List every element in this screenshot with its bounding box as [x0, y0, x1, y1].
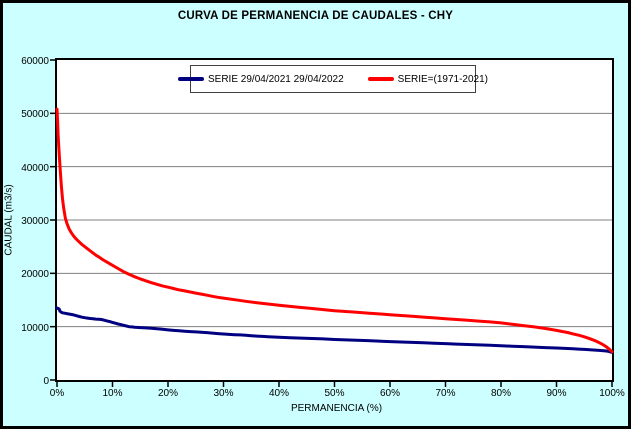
plot-svg: [50, 59, 614, 387]
legend-line-sample-blue: [178, 77, 204, 81]
plot-area: [50, 58, 614, 387]
legend-label-serie-2021-2022: SERIE 29/04/2021 29/04/2022: [208, 73, 344, 85]
x-tick-label: 10%: [102, 388, 123, 399]
y-tick-label: 50000: [21, 109, 49, 121]
legend-line-sample-red: [367, 77, 394, 81]
y-tick-label: 20000: [21, 269, 49, 281]
series-line-0: [55, 306, 614, 354]
chart-title: CURVA DE PERMANENCIA DE CAUDALES - CHY: [177, 10, 454, 22]
x-tick-label: 0%: [49, 388, 65, 399]
x-tick-label: 80%: [490, 388, 511, 399]
x-tick-label: 30%: [213, 388, 234, 399]
x-tick-label: 50%: [324, 388, 345, 399]
y-axis-title: CAUDAL (m3/s): [3, 184, 15, 256]
legend-box: SERIE 29/04/2021 29/04/2022 SERIE=(1971-…: [178, 65, 488, 93]
y-tick-label: 60000: [21, 56, 49, 67]
legend-entry-serie-1971-2021: SERIE=(1971-2021): [367, 73, 489, 85]
x-tick-label: 60%: [379, 388, 400, 399]
x-axis-tick-labels: 0% 10% 20% 30% 40% 50% 60% 70% 80% 90% 100%: [50, 388, 625, 402]
legend-label-serie-1971-2021: SERIE=(1971-2021): [397, 73, 489, 85]
y-tick-label: 30000: [21, 216, 49, 227]
x-tick-label: 20%: [157, 388, 178, 399]
y-axis-tick-labels: 0 10000 20000 30000 40000 50000 60000: [3, 56, 49, 387]
x-tick-label: 100%: [599, 388, 625, 399]
y-tick-label: 10000: [21, 322, 49, 334]
series-line-1: [55, 107, 614, 354]
legend-entry-serie-2021-2022: SERIE 29/04/2021 29/04/2022: [178, 74, 344, 85]
x-tick-label: 40%: [268, 388, 289, 399]
x-tick-label: 90%: [546, 388, 567, 399]
x-axis-title: PERMANENCIA (%): [290, 403, 383, 414]
y-tick-label: 0: [43, 376, 49, 387]
x-tick-label: 70%: [435, 388, 456, 399]
y-tick-label: 40000: [21, 162, 49, 174]
